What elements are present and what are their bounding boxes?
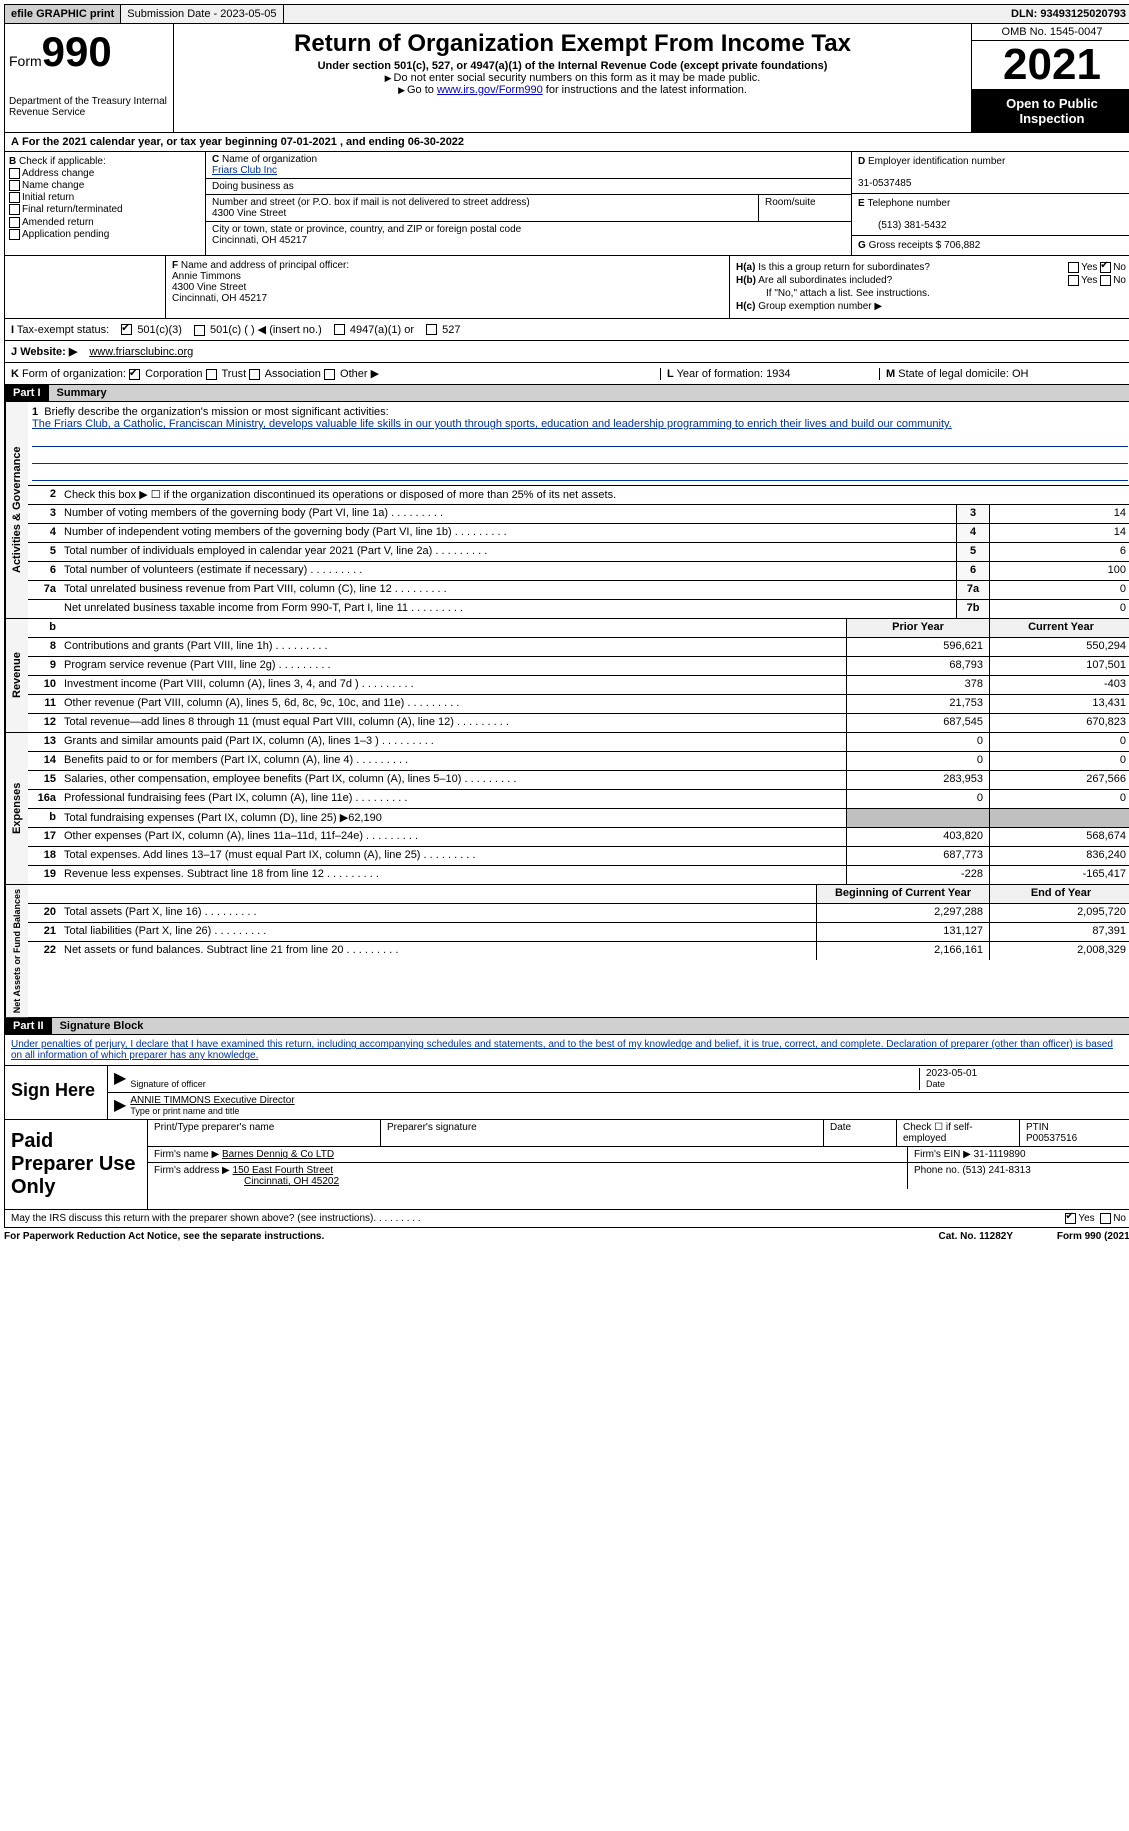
- mission-text: The Friars Club, a Catholic, Franciscan …: [32, 418, 1128, 430]
- chk-527[interactable]: [426, 324, 437, 335]
- phone: (513) 381-5432: [858, 220, 946, 231]
- sign-here-label: Sign Here: [5, 1066, 108, 1119]
- line-a-calendar-year: A For the 2021 calendar year, or tax yea…: [4, 133, 1129, 152]
- efile-print-button[interactable]: efile GRAPHIC print: [5, 5, 121, 23]
- form-header: Form990 Department of the Treasury Inter…: [4, 24, 1129, 133]
- expenses-section: Expenses 13 Grants and similar amounts p…: [4, 733, 1129, 885]
- irs-link[interactable]: www.irs.gov/Form990: [437, 84, 543, 96]
- part-1-header: Part I Summary: [4, 385, 1129, 402]
- form-subtitle: Under section 501(c), 527, or 4947(a)(1)…: [178, 60, 967, 72]
- row-k-l-m: K Form of organization: Corporation Trus…: [4, 363, 1129, 385]
- treasury-dept: Department of the Treasury Internal Reve…: [9, 96, 169, 118]
- chk-discuss-yes[interactable]: [1065, 1213, 1076, 1224]
- open-public-badge: Open to Public Inspection: [972, 90, 1129, 132]
- chk-corporation[interactable]: [129, 369, 140, 380]
- line-5: 5 Total number of individuals employed i…: [28, 543, 1129, 562]
- line-6: 6 Total number of volunteers (estimate i…: [28, 562, 1129, 581]
- paid-preparer-label: Paid Preparer Use Only: [5, 1120, 148, 1209]
- line-b: b Total fundraising expenses (Part IX, c…: [28, 809, 1129, 828]
- chk-501c[interactable]: [194, 325, 205, 336]
- line-8: 8 Contributions and grants (Part VIII, l…: [28, 638, 1129, 657]
- penalty-declaration: Under penalties of perjury, I declare th…: [5, 1035, 1129, 1065]
- omb-number: OMB No. 1545-0047: [972, 24, 1129, 41]
- chk-amended-return[interactable]: [9, 217, 20, 228]
- chk-association[interactable]: [249, 369, 260, 380]
- line-4: 4 Number of independent voting members o…: [28, 524, 1129, 543]
- firm-addr1: 150 East Fourth Street: [233, 1165, 334, 1176]
- form-title: Return of Organization Exempt From Incom…: [178, 30, 967, 58]
- line-17: 17 Other expenses (Part IX, column (A), …: [28, 828, 1129, 847]
- chk-application-pending[interactable]: [9, 229, 20, 240]
- chk-name-change[interactable]: [9, 180, 20, 191]
- section-b-through-g: B Check if applicable: Address change Na…: [4, 152, 1129, 256]
- officer-printed-name: ANNIE TIMMONS Executive Director: [130, 1095, 294, 1106]
- tax-year: 2021: [972, 41, 1129, 90]
- row-i-tax-status: I Tax-exempt status: 501(c)(3) 501(c) ( …: [4, 319, 1129, 341]
- vlabel-revenue: Revenue: [5, 619, 28, 732]
- vlabel-activities: Activities & Governance: [5, 402, 28, 618]
- line-7a: 7a Total unrelated business revenue from…: [28, 581, 1129, 600]
- officer-name: Annie Timmons: [172, 271, 241, 282]
- chk-ha-no[interactable]: [1100, 262, 1111, 273]
- line-7b: Net unrelated business taxable income fr…: [28, 600, 1129, 618]
- discuss-row: May the IRS discuss this return with the…: [4, 1210, 1129, 1228]
- col-b-checkboxes: B Check if applicable: Address change Na…: [5, 152, 206, 255]
- chk-trust[interactable]: [206, 369, 217, 380]
- year-formation: 1934: [766, 368, 790, 380]
- chk-final-return[interactable]: [9, 204, 20, 215]
- chk-other[interactable]: [324, 369, 335, 380]
- line-9: 9 Program service revenue (Part VIII, li…: [28, 657, 1129, 676]
- dln-number: DLN: 93493125020793: [1005, 5, 1129, 23]
- line-12: 12 Total revenue—add lines 8 through 11 …: [28, 714, 1129, 732]
- line-18: 18 Total expenses. Add lines 13–17 (must…: [28, 847, 1129, 866]
- line-19: 19 Revenue less expenses. Subtract line …: [28, 866, 1129, 884]
- chk-hb-yes[interactable]: [1068, 275, 1079, 286]
- chk-4947[interactable]: [334, 324, 345, 335]
- ptin: P00537516: [1026, 1133, 1077, 1144]
- line-3: 3 Number of voting members of the govern…: [28, 505, 1129, 524]
- submission-date: Submission Date - 2023-05-05: [121, 5, 283, 23]
- line-16a: 16a Professional fundraising fees (Part …: [28, 790, 1129, 809]
- line-11: 11 Other revenue (Part VIII, column (A),…: [28, 695, 1129, 714]
- net-assets-section: Net Assets or Fund Balances Beginning of…: [4, 885, 1129, 1018]
- firm-phone: (513) 241-8313: [962, 1165, 1030, 1176]
- top-bar: efile GRAPHIC print Submission Date - 20…: [4, 4, 1129, 24]
- firm-name: Barnes Dennig & Co LTD: [222, 1149, 334, 1160]
- firm-ein: 31-1119890: [974, 1149, 1026, 1160]
- org-city: Cincinnati, OH 45217: [212, 235, 307, 246]
- line-20: 20 Total assets (Part X, line 16) . . . …: [28, 904, 1129, 923]
- chk-501c3[interactable]: [121, 324, 132, 335]
- page-footer: For Paperwork Reduction Act Notice, see …: [4, 1228, 1129, 1245]
- chk-hb-no[interactable]: [1100, 275, 1111, 286]
- line-14: 14 Benefits paid to or for members (Part…: [28, 752, 1129, 771]
- goto-link-line: Go to www.irs.gov/Form990 for instructio…: [178, 84, 967, 96]
- section-f-h: F Name and address of principal officer:…: [4, 256, 1129, 319]
- vlabel-expenses: Expenses: [5, 733, 28, 884]
- ssn-warning: Do not enter social security numbers on …: [178, 72, 967, 84]
- line-10: 10 Investment income (Part VIII, column …: [28, 676, 1129, 695]
- part-2-header: Part II Signature Block: [4, 1018, 1129, 1035]
- line-22: 22 Net assets or fund balances. Subtract…: [28, 942, 1129, 960]
- vlabel-netassets: Net Assets or Fund Balances: [5, 885, 28, 1017]
- website-url[interactable]: www.friarsclubinc.org: [89, 346, 193, 358]
- org-name: Friars Club Inc: [212, 165, 277, 176]
- org-street: 4300 Vine Street: [212, 208, 286, 219]
- line-15: 15 Salaries, other compensation, employe…: [28, 771, 1129, 790]
- signature-block: Under penalties of perjury, I declare th…: [4, 1035, 1129, 1210]
- chk-ha-yes[interactable]: [1068, 262, 1079, 273]
- gross-receipts: 706,882: [944, 240, 980, 251]
- revenue-section: Revenue b Prior Year Current Year 8 Cont…: [4, 619, 1129, 733]
- line-21: 21 Total liabilities (Part X, line 26) .…: [28, 923, 1129, 942]
- line-13: 13 Grants and similar amounts paid (Part…: [28, 733, 1129, 752]
- ein: 31-0537485: [858, 178, 911, 189]
- chk-address-change[interactable]: [9, 168, 20, 179]
- activities-governance-section: Activities & Governance 1 Briefly descri…: [4, 402, 1129, 619]
- chk-initial-return[interactable]: [9, 192, 20, 203]
- chk-discuss-no[interactable]: [1100, 1213, 1111, 1224]
- state-domicile: OH: [1012, 368, 1029, 380]
- row-j-website: J Website: ▶ www.friarsclubinc.org: [4, 341, 1129, 363]
- form-number: Form990: [9, 28, 169, 76]
- sign-date: 2023-05-01: [926, 1068, 977, 1079]
